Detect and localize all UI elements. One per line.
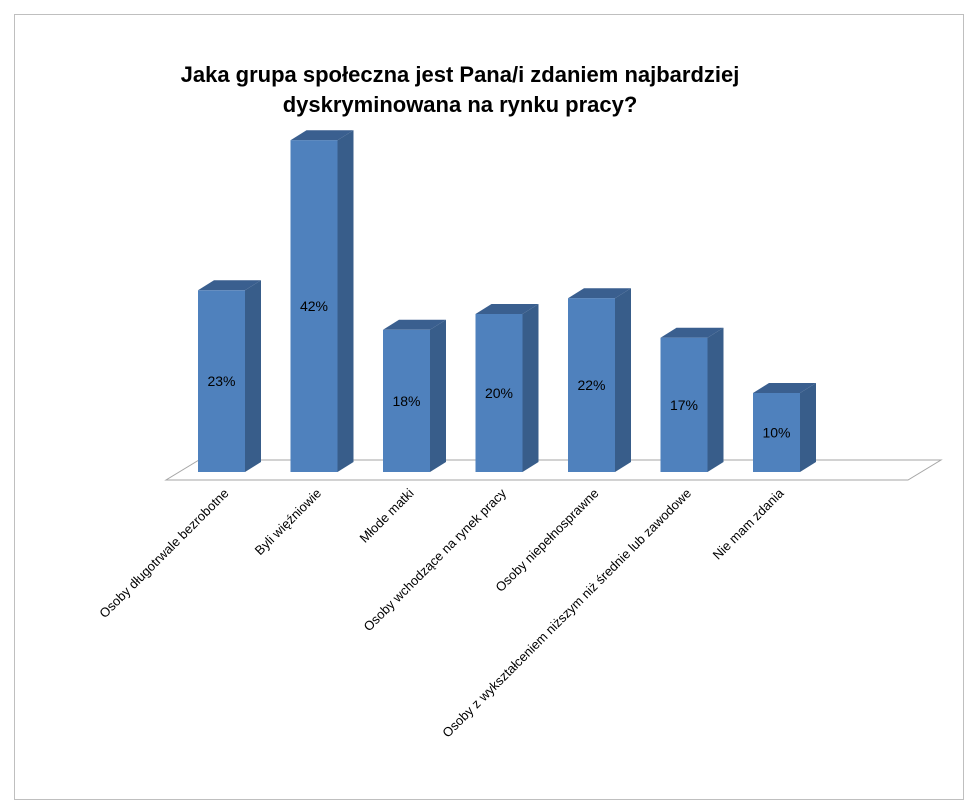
bar-top [198,280,261,291]
bar-front [383,329,430,472]
bars [198,130,816,472]
bar-1 [198,280,261,472]
bar-top [383,319,446,330]
data-label: 10% [762,425,790,441]
category-label: Nie mam zdania [710,485,788,563]
bar-top [475,304,539,314]
bar-side [245,280,261,472]
bar-top [660,327,724,338]
floor-plane [164,459,943,481]
bar-top [290,130,354,141]
category-labels: Osoby długotrwale bezrobotne Byli więźnio… [96,485,787,740]
bar-top [753,383,816,393]
category-label: Osoby niepełnosprawne [492,486,601,595]
data-label: 22% [577,377,605,393]
data-label: 18% [392,393,420,409]
category-label: Osoby długotrwale bezrobotne [96,486,231,621]
bar-side [800,383,816,472]
bar-side [522,304,539,472]
bar-front [568,298,615,472]
bar-front [290,140,338,472]
data-label: 42% [300,298,328,314]
bar-front [198,290,245,472]
bar-7 [753,383,816,472]
bar-side [337,130,354,472]
bar-side [615,288,631,472]
bar-side [707,327,724,472]
chart-title: Jaka grupa społeczna jest Pana/i zdaniem… [180,62,740,117]
category-label: Młode matki [356,485,416,545]
bar-5 [568,288,631,472]
category-label: Byli więźniowie [252,486,324,558]
bar-side [430,319,446,472]
bar-3 [383,319,446,472]
bar-top [568,288,631,299]
data-label: 20% [485,385,513,401]
bar-6 [660,327,724,472]
bar-4 [475,304,539,472]
chart-floor [164,459,943,481]
bar-front [660,337,708,472]
bar-2 [290,130,354,472]
data-labels: 23% 42% 18% 20% 22% 17% 10% [207,298,790,440]
data-label: 23% [207,373,235,389]
bar-front [475,314,523,472]
bar-front [753,393,800,472]
data-label: 17% [670,397,698,413]
